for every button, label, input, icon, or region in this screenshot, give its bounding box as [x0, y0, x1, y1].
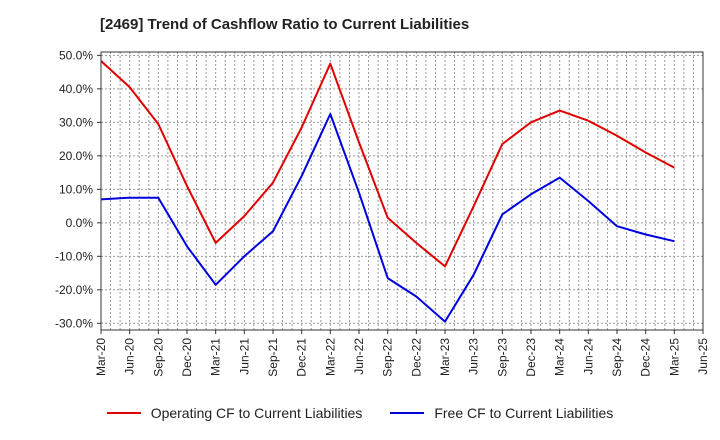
legend-label-operating-cf: Operating CF to Current Liabilities [150, 405, 363, 421]
x-tick-label: Dec-21 [295, 338, 309, 377]
legend-swatch-free-cf [390, 412, 425, 414]
x-tick-label: Jun-24 [581, 338, 595, 375]
series-line-free-cf [100, 113, 675, 323]
legend: Operating CF to Current Liabilities Free… [0, 405, 720, 421]
x-tick-label: Sep-23 [495, 338, 509, 377]
x-tick-label: Mar-21 [209, 338, 223, 376]
legend-item-free-cf: Free CF to Current Liabilities [390, 405, 613, 421]
x-tick-label: Jun-22 [352, 338, 366, 375]
chart-title: [2469] Trend of Cashflow Ratio to Curren… [100, 16, 470, 33]
x-tick-label: Jun-21 [237, 338, 251, 375]
x-tick-label: Mar-20 [94, 338, 108, 376]
legend-swatch-operating-cf [106, 412, 141, 414]
y-tick-label: -30.0% [55, 316, 93, 330]
grid [101, 52, 703, 330]
x-tick-label: Mar-22 [323, 338, 337, 376]
x-tick-label: Dec-20 [180, 338, 194, 377]
x-tick-label: Dec-22 [409, 338, 423, 377]
y-tick-label: 20.0% [59, 149, 93, 163]
y-tick-label: 40.0% [59, 82, 93, 96]
y-tick-label: 10.0% [59, 182, 93, 196]
x-tick-label: Jun-23 [467, 338, 481, 375]
x-tick-label: Jun-25 [696, 338, 710, 375]
axes: 50.0% 40.0% 30.0% 20.0% 10.0% 0.0% -10.0% -20.0… [55, 48, 710, 376]
legend-item-operating-cf: Operating CF to Current Liabilities [106, 405, 363, 421]
series-line-operating-cf [100, 60, 675, 268]
x-tick-label: Dec-24 [639, 338, 653, 377]
x-tick-label: Sep-24 [610, 338, 624, 377]
x-tick-label: Sep-21 [266, 338, 280, 377]
x-tick-label: Mar-24 [553, 338, 567, 376]
x-tick-label: Mar-23 [438, 338, 452, 376]
y-tick-label: -10.0% [55, 249, 93, 263]
y-tick-label: 0.0% [66, 216, 94, 230]
x-tick-label: Sep-22 [381, 338, 395, 377]
series-lines [100, 60, 675, 323]
x-tick-label: Mar-25 [667, 338, 681, 376]
x-tick-label: Sep-20 [151, 338, 165, 377]
y-tick-label: 30.0% [59, 115, 93, 129]
y-tick-label: 50.0% [59, 48, 93, 62]
plot-frame [100, 51, 704, 331]
legend-label-free-cf: Free CF to Current Liabilities [434, 405, 614, 421]
x-tick-label: Jun-20 [123, 338, 137, 375]
x-tick-label: Dec-23 [524, 338, 538, 377]
y-tick-label: -20.0% [55, 283, 93, 297]
